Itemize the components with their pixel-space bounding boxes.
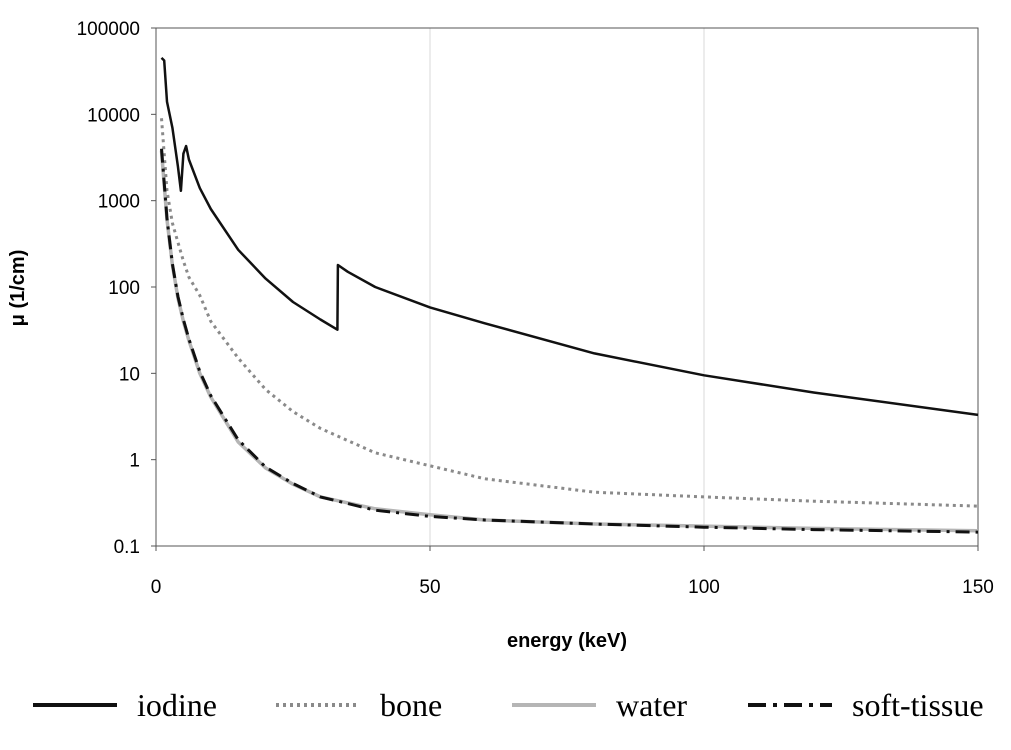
legend-label-iodine: iodine	[137, 687, 217, 723]
x-tick-label: 0	[151, 577, 162, 598]
series-line-iodine	[160, 56, 979, 417]
plot-frame	[155, 27, 979, 547]
legend: iodine bone water soft-tissue	[33, 687, 984, 723]
series-line-bone	[160, 118, 979, 508]
y-tick-label: 100000	[77, 19, 140, 40]
y-tick-label: 10	[119, 364, 140, 385]
x-tick-label: 100	[688, 577, 720, 598]
y-tick-label: 0.1	[114, 537, 140, 558]
y-tick-label: 1000	[98, 192, 140, 213]
tick-layer: 0 50 100 150 0.1 1 10 100 1000 10000 100000	[77, 19, 994, 598]
x-tick-label: 150	[962, 577, 994, 598]
y-tick-label: 100	[108, 278, 140, 299]
x-tick-label: 50	[419, 577, 440, 598]
legend-label-soft-tissue: soft-tissue	[852, 687, 984, 723]
grid-layer	[429, 28, 705, 546]
y-tick-label: 1	[129, 451, 140, 472]
x-axis-title: energy (keV)	[507, 630, 627, 652]
series-line-soft-tissue	[160, 148, 979, 534]
series-layer	[159, 56, 979, 534]
legend-label-bone: bone	[380, 687, 442, 723]
y-tick-label: 10000	[87, 105, 140, 126]
legend-label-water: water	[616, 687, 687, 723]
y-axis-title: μ (1/cm)	[7, 250, 29, 327]
series-line-water	[159, 150, 979, 533]
